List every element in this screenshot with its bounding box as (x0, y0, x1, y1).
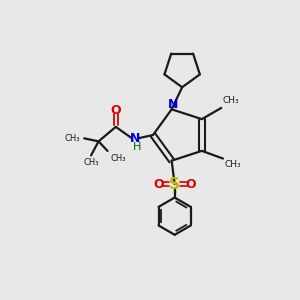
Text: S: S (169, 177, 180, 192)
Text: N: N (168, 98, 178, 111)
Text: O: O (154, 178, 164, 190)
Text: O: O (185, 178, 196, 190)
Text: N: N (130, 132, 140, 145)
Text: O: O (110, 104, 121, 117)
Text: CH₃: CH₃ (64, 134, 80, 143)
Text: H: H (133, 142, 141, 152)
Text: CH₃: CH₃ (111, 154, 126, 163)
Text: CH₃: CH₃ (223, 97, 239, 106)
Text: CH₃: CH₃ (224, 160, 241, 169)
Text: CH₃: CH₃ (83, 158, 99, 167)
